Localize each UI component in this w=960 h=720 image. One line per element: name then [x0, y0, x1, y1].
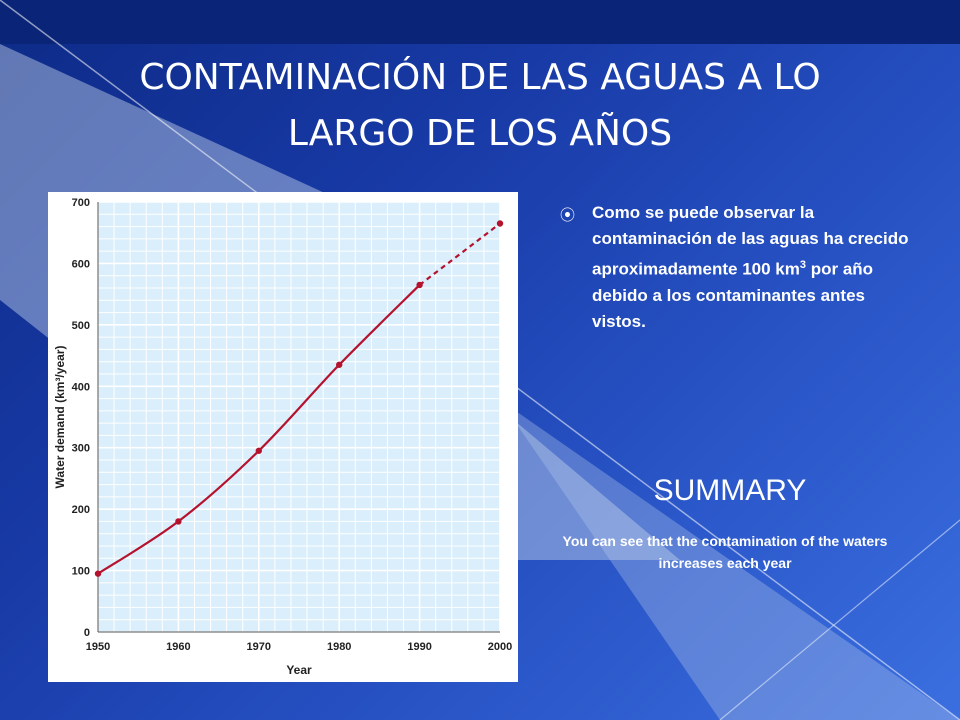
- bullet-superscript: 3: [799, 259, 807, 271]
- grid-lines: [97, 201, 501, 633]
- y-tick-label: 0: [84, 627, 90, 639]
- x-tick-label: 2000: [488, 641, 512, 653]
- data-point: [255, 447, 262, 454]
- x-tick-label: 1980: [327, 641, 351, 653]
- slide-title-line1: CONTAMINACIÓN DE LAS AGUAS A LO: [139, 57, 821, 98]
- y-tick-label: 700: [72, 197, 90, 209]
- slide-title-line2: LARGO DE LOS AÑOS: [287, 113, 673, 154]
- slide-title: CONTAMINACIÓN DE LAS AGUAS A LO LARGO DE…: [60, 50, 900, 162]
- bullet-text-end: por año debido a los contaminantes antes…: [592, 259, 874, 331]
- circle-bullet-icon: ⦿: [560, 206, 576, 224]
- series-line: [94, 220, 504, 577]
- top-bar: [0, 0, 960, 44]
- y-tick-label: 200: [72, 504, 90, 516]
- data-point: [336, 361, 343, 368]
- chart-svg: 0 100 200 300 400 500 600 700 1950 1960 1970 1980 19…: [53, 197, 512, 677]
- data-point: [416, 281, 423, 289]
- y-tick-label: 300: [72, 443, 90, 455]
- y-tick-label: 500: [72, 320, 90, 332]
- summary-text: You can see that the contamination of th…: [562, 533, 888, 571]
- x-tick-label: 1970: [247, 641, 271, 653]
- x-tick-label: 1990: [407, 641, 431, 653]
- y-axis-label: Water demand (km³/year): [53, 346, 67, 489]
- y-tick-label: 100: [72, 566, 90, 578]
- bullet-block: ⦿ Como se puede observar la contaminació…: [560, 200, 910, 335]
- axes: [97, 202, 500, 633]
- bullet-text-main: Como se puede observar la contaminación …: [592, 203, 909, 279]
- x-axis-label: Year: [286, 663, 312, 677]
- axis-labels: 0 100 200 300 400 500 600 700 1950 1960 1970 1980 19…: [53, 197, 512, 677]
- summary-heading: SUMMARY: [653, 474, 807, 507]
- water-demand-chart: 0 100 200 300 400 500 600 700 1950 1960 1970 1980 19…: [48, 192, 518, 682]
- series-line-projected: [418, 222, 501, 286]
- y-tick-label: 600: [72, 258, 90, 270]
- plot-area: [98, 202, 500, 632]
- y-tick-label: 400: [72, 381, 90, 393]
- data-point: [496, 220, 504, 227]
- bullet-text: Como se puede observar la contaminación …: [592, 200, 910, 335]
- x-tick-label: 1950: [86, 641, 110, 653]
- data-point: [175, 518, 182, 525]
- data-point: [94, 570, 102, 577]
- x-tick-label: 1960: [166, 641, 190, 653]
